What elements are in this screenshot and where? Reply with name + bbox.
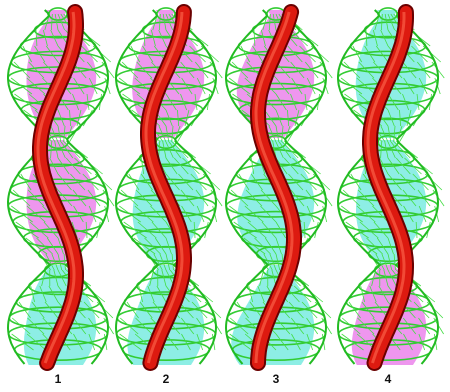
panel-label: 3	[273, 372, 280, 386]
panel-label: 1	[55, 372, 62, 386]
figure: 1 2 3 4	[0, 0, 450, 392]
panel-label: 2	[163, 372, 170, 386]
panel-label: 4	[385, 372, 392, 386]
